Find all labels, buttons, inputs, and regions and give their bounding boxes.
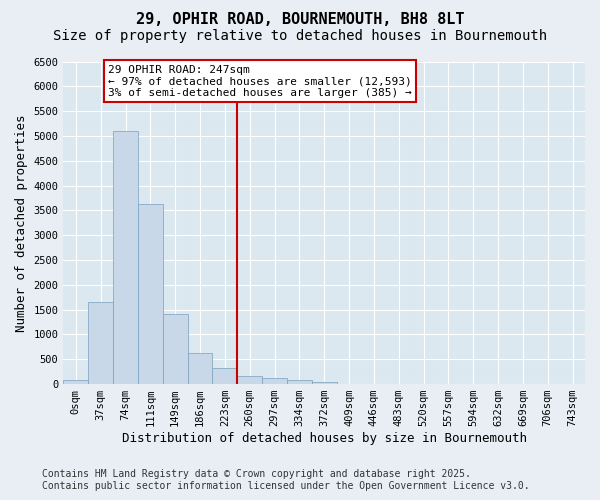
Text: Size of property relative to detached houses in Bournemouth: Size of property relative to detached ho… (53, 29, 547, 43)
Bar (262, 378, 287, 384)
Bar (138, 204, 163, 384)
Bar (312, 382, 337, 384)
Text: 29, OPHIR ROAD, BOURNEMOUTH, BH8 8LT: 29, OPHIR ROAD, BOURNEMOUTH, BH8 8LT (136, 12, 464, 28)
Bar (64, 380, 88, 384)
Bar (287, 380, 312, 384)
Bar (88, 302, 113, 384)
Bar (113, 131, 138, 384)
Bar (188, 354, 212, 384)
Text: Contains HM Land Registry data © Crown copyright and database right 2025.
Contai: Contains HM Land Registry data © Crown c… (42, 470, 530, 491)
Bar (163, 314, 188, 384)
Bar (212, 368, 237, 384)
X-axis label: Distribution of detached houses by size in Bournemouth: Distribution of detached houses by size … (122, 432, 527, 445)
Bar (237, 376, 262, 384)
Y-axis label: Number of detached properties: Number of detached properties (15, 114, 28, 332)
Text: 29 OPHIR ROAD: 247sqm
← 97% of detached houses are smaller (12,593)
3% of semi-d: 29 OPHIR ROAD: 247sqm ← 97% of detached … (108, 65, 412, 98)
